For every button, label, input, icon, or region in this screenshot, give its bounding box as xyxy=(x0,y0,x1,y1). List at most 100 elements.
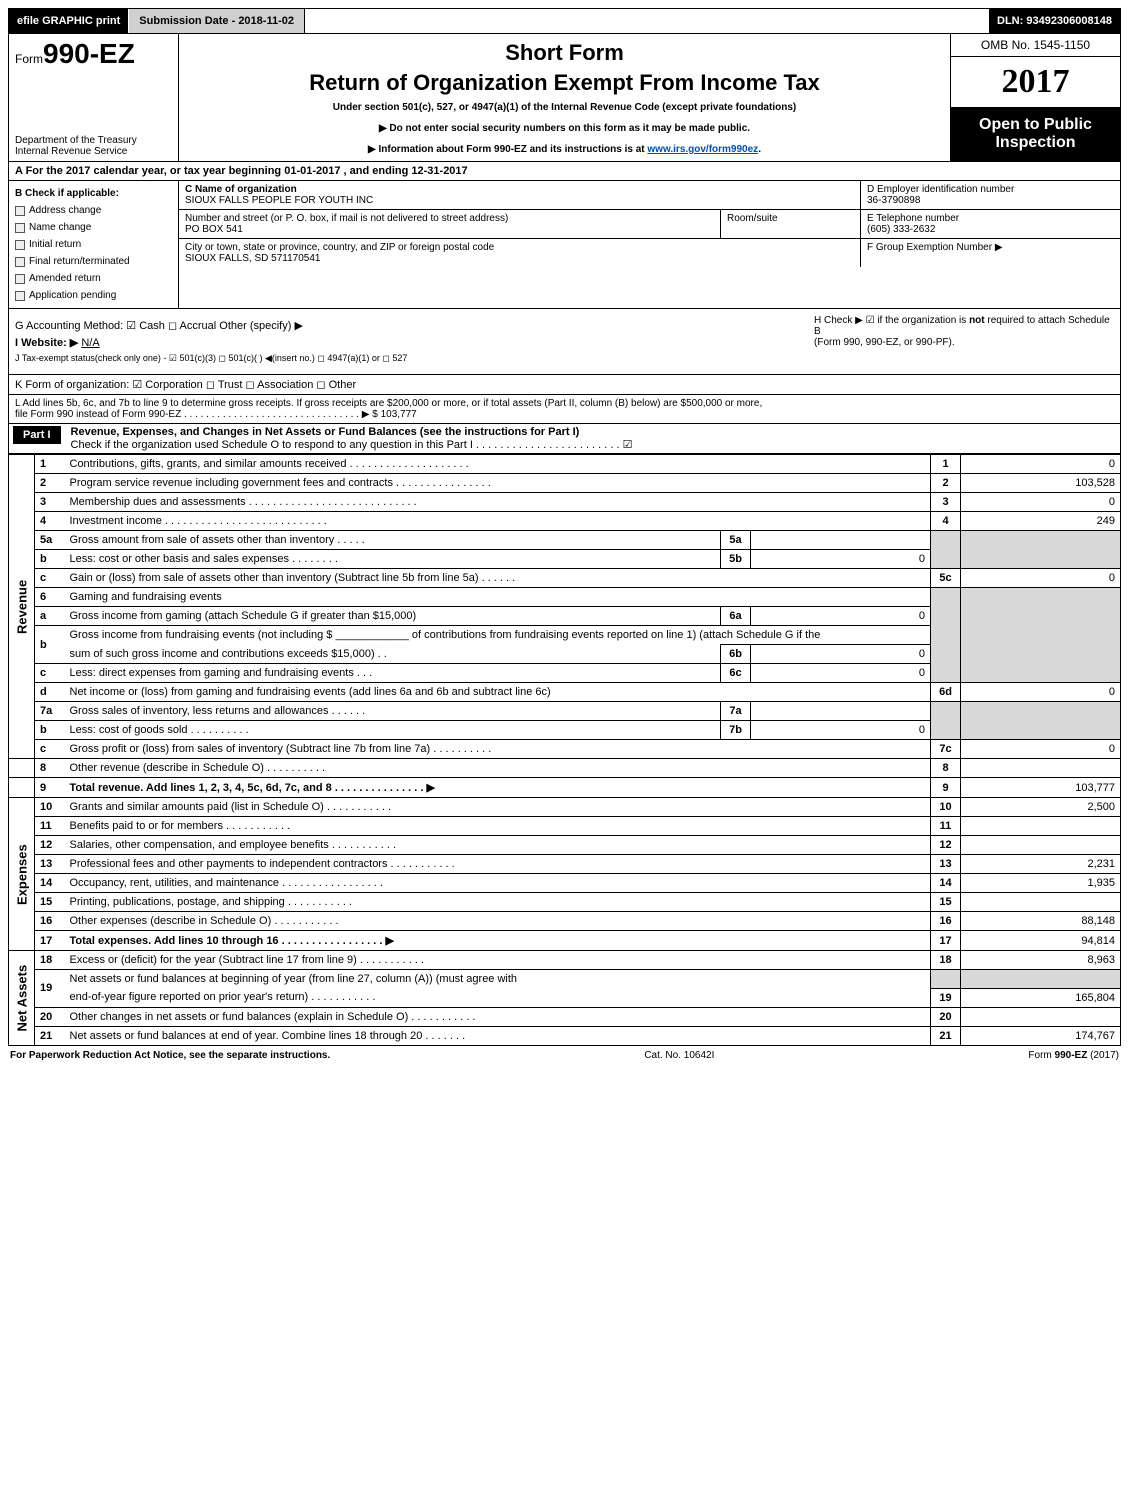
l18-ln: 18 xyxy=(931,951,961,970)
d-ein-cell: D Employer identification number 36-3790… xyxy=(860,181,1120,209)
side-rev-cont xyxy=(9,759,35,778)
meta-right-h: H Check ▶ ☑ if the organization is not r… xyxy=(814,315,1114,368)
row-a-begin: 01-01-2017 xyxy=(284,165,340,177)
l11-num: 11 xyxy=(35,817,65,836)
l5c-ln: 5c xyxy=(931,569,961,588)
l3-desc: Membership dues and assessments . . . . … xyxy=(65,493,931,512)
topbar-spacer xyxy=(305,9,989,33)
l7a-sv xyxy=(751,702,931,721)
l12-ln: 12 xyxy=(931,836,961,855)
l3-num: 3 xyxy=(35,493,65,512)
l6d-num: d xyxy=(35,683,65,702)
col-b-title: B Check if applicable: xyxy=(15,185,172,202)
side-rev-cont2 xyxy=(9,778,35,798)
c-name-label: C Name of organization xyxy=(185,184,297,195)
l8-ln: 8 xyxy=(931,759,961,778)
l13-val: 2,231 xyxy=(961,855,1121,874)
header-mid: Short Form Return of Organization Exempt… xyxy=(179,34,950,161)
d-ein-label: D Employer identification number xyxy=(867,184,1014,195)
l5c-val: 0 xyxy=(961,569,1121,588)
l17-num: 17 xyxy=(35,931,65,951)
l5a-desc: Gross amount from sale of assets other t… xyxy=(65,531,721,550)
c-name-cell: C Name of organization SIOUX FALLS PEOPL… xyxy=(179,181,860,209)
l7b-sv: 0 xyxy=(751,721,931,740)
org-name: SIOUX FALLS PEOPLE FOR YOUTH INC xyxy=(185,195,373,206)
l6b-desc: Gross income from fundraising events (no… xyxy=(65,626,931,645)
l20-num: 20 xyxy=(35,1007,65,1026)
l6d-desc: Net income or (loss) from gaming and fun… xyxy=(65,683,931,702)
l16-val: 88,148 xyxy=(961,912,1121,931)
l6c-sv: 0 xyxy=(751,664,931,683)
l9-val: 103,777 xyxy=(961,778,1121,798)
l7b-desc: Less: cost of goods sold . . . . . . . .… xyxy=(65,721,721,740)
shade-19v xyxy=(961,970,1121,989)
l13-desc: Professional fees and other payments to … xyxy=(65,855,931,874)
l13-num: 13 xyxy=(35,855,65,874)
tel-value: (605) 333-2632 xyxy=(867,224,935,235)
l9-num: 9 xyxy=(35,778,65,798)
l4-desc: Investment income . . . . . . . . . . . … xyxy=(65,512,931,531)
l6a-sv: 0 xyxy=(751,607,931,626)
website-label: I Website: ▶ xyxy=(15,337,78,349)
group-arrow: ▶ xyxy=(995,242,1003,253)
d-group-cell: F Group Exemption Number ▶ xyxy=(860,239,1120,267)
check-name-change[interactable]: Name change xyxy=(15,219,172,236)
l14-val: 1,935 xyxy=(961,874,1121,893)
financial-table: Revenue 1 Contributions, gifts, grants, … xyxy=(8,454,1121,1046)
l7b-num: b xyxy=(35,721,65,740)
info-line: ▶ Information about Form 990-EZ and its … xyxy=(189,144,940,155)
check-address-change[interactable]: Address change xyxy=(15,202,172,219)
footer-mid: Cat. No. 10642I xyxy=(644,1050,714,1061)
l7a-num: 7a xyxy=(35,702,65,721)
l7a-desc: Gross sales of inventory, less returns a… xyxy=(65,702,721,721)
shade-5 xyxy=(931,531,961,569)
l16-desc: Other expenses (describe in Schedule O) … xyxy=(65,912,931,931)
efile-print-button[interactable]: efile GRAPHIC print xyxy=(9,9,129,33)
l18-num: 18 xyxy=(35,951,65,970)
l6a-num: a xyxy=(35,607,65,626)
header-right: OMB No. 1545-1150 2017 Open to Public In… xyxy=(950,34,1120,161)
l3-ln: 3 xyxy=(931,493,961,512)
l4-ln: 4 xyxy=(931,512,961,531)
col-cd: C Name of organization SIOUX FALLS PEOPL… xyxy=(179,181,1120,308)
check-application-pending[interactable]: Application pending xyxy=(15,287,172,304)
l9-ln: 9 xyxy=(931,778,961,798)
submission-date: Submission Date - 2018-11-02 xyxy=(129,9,305,33)
tax-year: 2017 xyxy=(951,57,1120,107)
l8-num: 8 xyxy=(35,759,65,778)
l6c-num: c xyxy=(35,664,65,683)
page-footer: For Paperwork Reduction Act Notice, see … xyxy=(8,1046,1121,1065)
l7c-desc: Gross profit or (loss) from sales of inv… xyxy=(65,740,931,759)
l19-desc2: end-of-year figure reported on prior yea… xyxy=(65,988,931,1007)
short-form-title: Short Form xyxy=(189,40,940,66)
l21-ln: 21 xyxy=(931,1026,961,1045)
l9-desc: Total revenue. Add lines 1, 2, 3, 4, 5c,… xyxy=(65,778,931,798)
check-final-return[interactable]: Final return/terminated xyxy=(15,253,172,270)
line-i: I Website: ▶ N/A xyxy=(15,336,814,349)
check-amended-return[interactable]: Amended return xyxy=(15,270,172,287)
dept-treasury: Department of the Treasury xyxy=(15,135,172,146)
room-suite: Room/suite xyxy=(720,210,860,238)
l12-num: 12 xyxy=(35,836,65,855)
l20-ln: 20 xyxy=(931,1007,961,1026)
shade-7 xyxy=(931,702,961,740)
dln-label: DLN: 93492306008148 xyxy=(989,9,1120,33)
d-tel-cell: E Telephone number (605) 333-2632 xyxy=(860,210,1120,238)
l6d-ln: 6d xyxy=(931,683,961,702)
l8-val xyxy=(961,759,1121,778)
l11-desc: Benefits paid to or for members . . . . … xyxy=(65,817,931,836)
check-initial-return[interactable]: Initial return xyxy=(15,236,172,253)
l5c-desc: Gain or (loss) from sale of assets other… xyxy=(65,569,931,588)
header-left: Form990-EZ Department of the Treasury In… xyxy=(9,34,179,161)
l6b-num: b xyxy=(35,626,65,664)
line-k: K Form of organization: ☑ Corporation ◻ … xyxy=(8,375,1121,395)
info-link[interactable]: www.irs.gov/form990ez xyxy=(647,144,758,155)
l5b-sn: 5b xyxy=(721,550,751,569)
l6a-desc: Gross income from gaming (attach Schedul… xyxy=(65,607,721,626)
l19-desc: Net assets or fund balances at beginning… xyxy=(65,970,931,989)
dept-block: Department of the Treasury Internal Reve… xyxy=(15,135,172,157)
l14-desc: Occupancy, rent, utilities, and maintena… xyxy=(65,874,931,893)
l6-num: 6 xyxy=(35,588,65,607)
l2-ln: 2 xyxy=(931,474,961,493)
website-value: N/A xyxy=(81,337,99,349)
